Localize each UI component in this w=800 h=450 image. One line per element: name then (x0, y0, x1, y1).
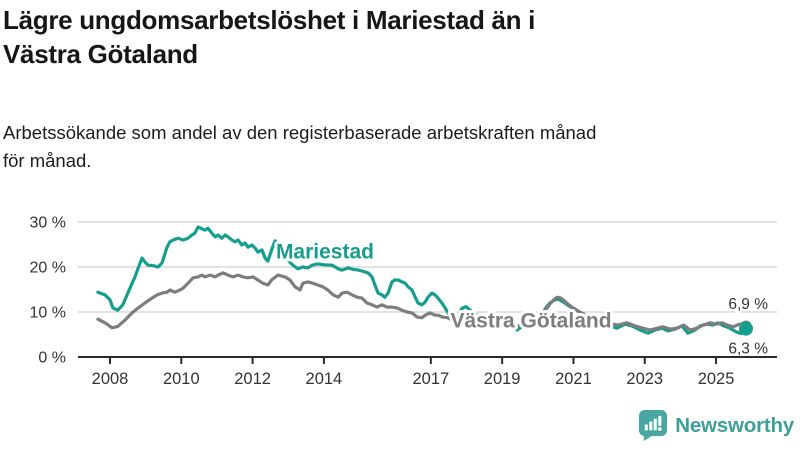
series-line-v-stra-g-taland (96, 271, 748, 332)
exclamation-bar (658, 415, 662, 426)
x-axis-tick-label: 2014 (306, 370, 343, 388)
page-title: Lägre ungdomsarbetslöshet i Mariestad än… (3, 5, 536, 69)
brand-name: Newsworthy (675, 413, 794, 437)
bar-chart-speech-bubble-icon (639, 410, 668, 441)
y-axis-tick-label: 10 % (30, 305, 66, 322)
y-axis-tick-label: 0 % (38, 350, 66, 367)
x-axis-tick-label: 2025 (698, 370, 735, 388)
bar-2 (649, 421, 653, 431)
x-axis-tick-label: 2023 (626, 370, 663, 388)
x-axis-tick-label: 2010 (163, 370, 200, 388)
end-dot-mariestad (738, 321, 753, 336)
speech-bubble-shape (639, 410, 668, 441)
series-label-mariestad: Mariestad (276, 240, 374, 263)
bar-1 (645, 424, 649, 431)
y-axis-tick-label: 30 % (30, 215, 66, 232)
series-label-v-stra-g-taland: Västra Götaland (450, 309, 611, 332)
line-chart: Mariestad Västra Götaland 6,3 % 6,9 % 2008 20… (30, 215, 777, 388)
x-axis-tick-label: 2017 (412, 370, 449, 388)
x-axis-tick-label: 2019 (484, 370, 521, 388)
exclamation-dot (658, 427, 662, 431)
newsworthy-logo: Newsworthy (638, 410, 794, 441)
end-value-label-mariestad: 6,3 % (728, 341, 768, 358)
x-axis-tick-label: 2012 (234, 370, 271, 388)
series-line-mariestad (96, 225, 748, 336)
end-value-label-v-stra-g-taland: 6,9 % (728, 296, 768, 313)
x-axis-tick-label: 2008 (92, 370, 129, 388)
x-axis-tick-label: 2021 (555, 370, 592, 388)
page-subtitle: Arbetssökande som andel av den registerb… (3, 122, 597, 171)
y-axis-tick-label: 20 % (30, 260, 66, 277)
bar-3 (653, 418, 658, 431)
